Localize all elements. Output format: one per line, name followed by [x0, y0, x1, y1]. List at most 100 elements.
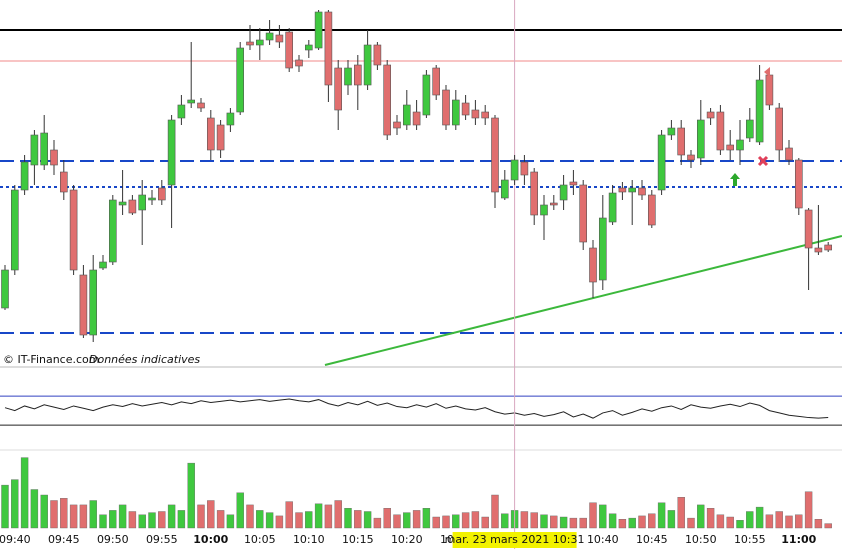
volume-bar: [608, 513, 617, 529]
x-tick-label: 10:10: [293, 533, 325, 546]
candle-body: [128, 199, 137, 214]
candle-body: [628, 187, 637, 193]
volume-bar: [706, 508, 715, 529]
candle-body: [324, 11, 333, 86]
volume-bar: [412, 510, 421, 529]
candle-body: [461, 102, 470, 116]
volume-bar: [128, 511, 137, 529]
x-tick-label: 11:00: [781, 533, 816, 546]
volume-bar: [373, 517, 382, 529]
candle-body: [785, 147, 793, 161]
candle-body: [422, 74, 431, 116]
volume-bar: [755, 506, 764, 529]
volume-bar: [236, 492, 244, 529]
x-tick-label: 09:45: [48, 533, 80, 546]
candle-body: [69, 189, 78, 271]
candle-body: [265, 32, 274, 41]
candle-body: [383, 64, 392, 136]
volume-bar: [667, 510, 676, 529]
volume-bar: [50, 500, 58, 529]
x-tick-label: 10:55: [734, 533, 766, 546]
volume-bar: [363, 511, 372, 529]
candle-body: [598, 217, 607, 281]
candle-body: [696, 119, 705, 159]
volume-bar: [569, 517, 578, 529]
x-tick-label: 10:50: [685, 533, 717, 546]
candle-body: [549, 202, 558, 206]
volume-bar: [11, 479, 19, 529]
candle-body: [824, 244, 833, 251]
candle-body: [373, 44, 382, 66]
candle-body: [736, 139, 744, 151]
candle-body: [589, 247, 597, 283]
candle-body: [677, 127, 686, 156]
volume-bar: [383, 508, 391, 529]
volume-bar: [687, 517, 695, 529]
volume-bar: [589, 502, 597, 529]
volume-bar: [1, 484, 9, 529]
candle-body: [775, 107, 784, 151]
volume-bar: [432, 516, 440, 529]
crosshair-label: mar. 23 mars 2021 10:31: [445, 533, 585, 546]
candle-body: [432, 67, 441, 96]
candle-body: [79, 274, 88, 336]
volume-bar: [89, 500, 97, 529]
volume-bar: [138, 514, 146, 529]
candle-body: [687, 154, 695, 161]
volume-bar: [814, 519, 823, 529]
volume-bar: [167, 504, 176, 529]
candle-body: [491, 117, 499, 193]
candle-body: [148, 197, 156, 201]
candle-body: [216, 124, 225, 151]
candle-body: [118, 201, 127, 206]
volume-bar: [452, 514, 460, 529]
candle-body: [412, 111, 421, 126]
candle-body: [716, 111, 725, 151]
candle-body: [109, 199, 117, 263]
candle-body: [255, 39, 264, 46]
volume-bar: [657, 502, 666, 529]
volume-bar: [677, 497, 685, 529]
volume-bar: [422, 508, 431, 529]
candle-body: [11, 189, 19, 271]
volume-bar: [393, 514, 401, 529]
volume-bar: [520, 511, 529, 529]
x-tick-label: 09:55: [146, 533, 178, 546]
volume-bar: [118, 504, 127, 529]
volume-bar: [158, 511, 166, 529]
candle-body: [667, 127, 676, 136]
volume-bar: [324, 504, 333, 529]
volume-bar: [824, 523, 832, 529]
candle-body: [363, 44, 372, 86]
candle-body: [510, 159, 519, 181]
volume-bar: [716, 514, 725, 529]
candle-body: [30, 134, 39, 166]
candle-body: [540, 204, 548, 216]
volume-bar: [736, 520, 744, 529]
volume-bar: [314, 503, 323, 529]
volume-bar: [60, 498, 68, 529]
volume-bar: [579, 517, 587, 529]
candle-body: [353, 64, 362, 86]
volume-bar: [638, 515, 646, 529]
volume-bar: [618, 519, 627, 529]
volume-bar: [207, 500, 215, 529]
candle-body: [647, 194, 656, 226]
volume-bar: [471, 511, 480, 529]
volume-bar: [99, 514, 107, 529]
candle-body: [246, 41, 254, 46]
source: © IT-Finance.com: [3, 353, 100, 366]
volume-bar: [256, 510, 264, 529]
volume-bar: [648, 513, 656, 529]
x-tick-label: 10:00: [193, 533, 228, 546]
candle-body: [726, 144, 735, 151]
volume-bar: [461, 512, 470, 529]
volume-bar: [491, 494, 499, 529]
x-tick-label: 09:40: [0, 533, 31, 546]
volume-bar: [530, 512, 538, 529]
volume-bar: [305, 511, 313, 529]
sell-signal: [764, 67, 770, 77]
volume-bar: [344, 508, 352, 529]
candle-body: [814, 247, 823, 253]
candle-body: [187, 99, 195, 104]
